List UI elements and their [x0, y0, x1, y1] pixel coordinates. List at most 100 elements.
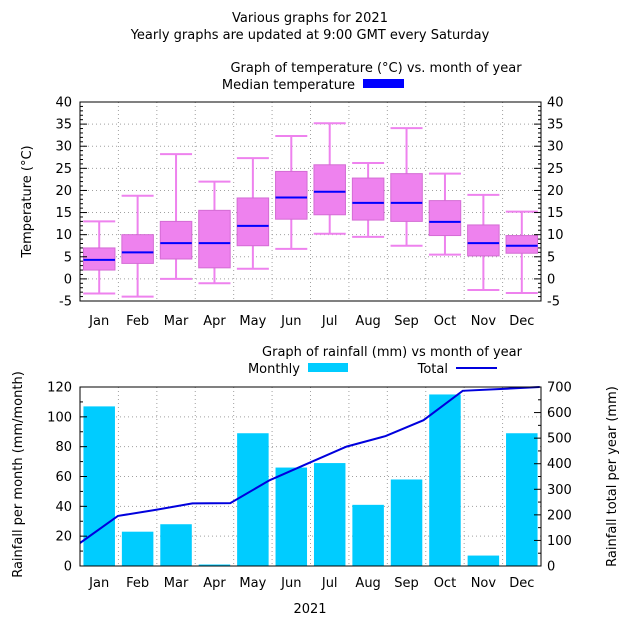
- temp-ytick-label-right: 35: [547, 118, 564, 133]
- rain-bar: [198, 564, 231, 566]
- temp-ylabel: Temperature (°C): [20, 145, 35, 258]
- rain-ytick-label-right: 500: [547, 432, 572, 447]
- temp-ytick-label-left: 25: [55, 162, 72, 177]
- temp-box: [467, 224, 500, 257]
- rain-ytick-label-left: 100: [47, 410, 72, 425]
- temp-ytick-label-left: 0: [64, 272, 72, 287]
- rain-xtick-label: Apr: [203, 576, 226, 591]
- rain-xtick-label: Sep: [394, 576, 419, 591]
- temp-xtick-label: Sep: [394, 314, 419, 329]
- temp-xtick-label: Nov: [471, 314, 497, 329]
- temp-ytick-label-right: 25: [547, 162, 564, 177]
- rain-ytick-label-left: 120: [47, 381, 72, 396]
- temp-box: [121, 234, 154, 264]
- temp-xtick-label: Apr: [203, 314, 226, 329]
- temp-ytick-label-left: -5: [59, 295, 72, 310]
- rain-bar: [390, 479, 423, 566]
- temp-xtick-label: Jul: [321, 314, 338, 329]
- temp-xtick-label: Feb: [126, 314, 149, 329]
- page-title: Various graphs for 2021: [232, 11, 388, 26]
- rain-ytick-label-right: 400: [547, 457, 572, 472]
- rain-ytick-label-right: 0: [547, 560, 555, 575]
- rain-xlabel: 2021: [293, 602, 326, 617]
- temp-xtick-label: Mar: [164, 314, 189, 329]
- rain-xtick-label: Mar: [164, 576, 189, 591]
- temp-ytick-label-right: 40: [547, 96, 564, 111]
- rain-bar: [160, 524, 192, 566]
- temp-ytick-label-left: 40: [55, 96, 72, 111]
- temp-box: [428, 200, 462, 237]
- temp-xtick-label: Aug: [355, 314, 380, 329]
- temp-legend-label: Median temperature: [222, 78, 355, 93]
- rain-total-line: [79, 386, 540, 544]
- rain-xtick-label: Feb: [126, 576, 149, 591]
- temp-ytick-label-left: 5: [64, 250, 72, 265]
- temp-ytick-label-right: -5: [547, 295, 560, 310]
- temp-xtick-label: Dec: [509, 314, 534, 329]
- temp-box: [275, 170, 308, 220]
- rain-xtick-label: Jan: [88, 576, 109, 591]
- rain-ytick-label-right: 600: [547, 406, 572, 421]
- temp-ytick-label-left: 30: [55, 140, 72, 155]
- rain-xtick-label: May: [239, 576, 266, 591]
- rain-xtick-label: Nov: [471, 576, 497, 591]
- temp-ytick-label-right: 0: [547, 272, 555, 287]
- temp-ytick-label-left: 35: [55, 118, 72, 133]
- temp-box: [198, 209, 231, 269]
- rain-bar: [467, 555, 500, 566]
- temp-xtick-label: Oct: [434, 314, 456, 329]
- temperature-chart: Graph of temperature (°C) vs. month of y…: [20, 61, 564, 329]
- rain-ytick-label-right: 200: [547, 508, 572, 523]
- rain-ytick-label-right: 700: [547, 381, 572, 396]
- rain-legend-label-total: Total: [417, 362, 448, 377]
- temp-box: [351, 177, 385, 221]
- rainfall-chart: Graph of rainfall (mm) vs month of year M…: [11, 345, 620, 617]
- temp-xtick-label: Jan: [88, 314, 109, 329]
- temp-xtick-label: Jun: [280, 314, 301, 329]
- page-subtitle: Yearly graphs are updated at 9:00 GMT ev…: [130, 28, 490, 43]
- rain-bar: [275, 467, 308, 566]
- temp-ytick-label-left: 10: [55, 228, 72, 243]
- temp-ytick-label-right: 20: [547, 184, 564, 199]
- rain-bar: [352, 504, 384, 566]
- temp-ytick-label-left: 15: [55, 206, 72, 221]
- temp-box: [313, 164, 346, 216]
- rain-chart-title: Graph of rainfall (mm) vs month of year: [262, 345, 523, 360]
- temp-legend-swatch: [363, 79, 404, 88]
- rain-xtick-label: Jul: [321, 576, 338, 591]
- rain-ytick-label-left: 60: [55, 470, 72, 485]
- temp-box: [505, 235, 539, 254]
- temp-ytick-label-left: 20: [55, 184, 72, 199]
- rain-bar: [237, 433, 269, 566]
- rain-bar: [121, 531, 154, 566]
- rain-y2label: Rainfall total per year (mm): [605, 386, 620, 567]
- rain-ytick-label-left: 20: [55, 530, 72, 545]
- temp-chart-title: Graph of temperature (°C) vs. month of y…: [230, 61, 522, 76]
- temp-ytick-label-right: 5: [547, 250, 555, 265]
- temp-ytick-label-right: 10: [547, 228, 564, 243]
- temp-ytick-label-right: 15: [547, 206, 564, 221]
- rain-ytick-label-left: 0: [64, 560, 72, 575]
- rain-ytick-label-right: 300: [547, 483, 572, 498]
- rain-bar: [506, 433, 538, 566]
- temp-ytick-label-right: 30: [547, 140, 564, 155]
- temp-xtick-label: May: [239, 314, 266, 329]
- temp-plot-frame: [79, 101, 542, 302]
- temp-box: [159, 220, 193, 260]
- rain-xtick-label: Oct: [434, 576, 456, 591]
- rain-legend-swatch-monthly: [308, 363, 348, 372]
- rain-xtick-label: Dec: [509, 576, 534, 591]
- rain-bar: [83, 406, 115, 566]
- rain-legend-label-monthly: Monthly: [248, 362, 300, 377]
- rain-ylabel: Rainfall per month (mm/month): [11, 371, 26, 578]
- rain-xtick-label: Aug: [355, 576, 380, 591]
- rain-bar: [429, 394, 461, 566]
- temp-box: [390, 173, 423, 222]
- rain-ytick-label-right: 100: [547, 534, 572, 549]
- rain-xtick-label: Jun: [280, 576, 301, 591]
- rain-ytick-label-left: 40: [55, 500, 72, 515]
- temp-box: [236, 197, 270, 247]
- rain-bar: [313, 463, 346, 566]
